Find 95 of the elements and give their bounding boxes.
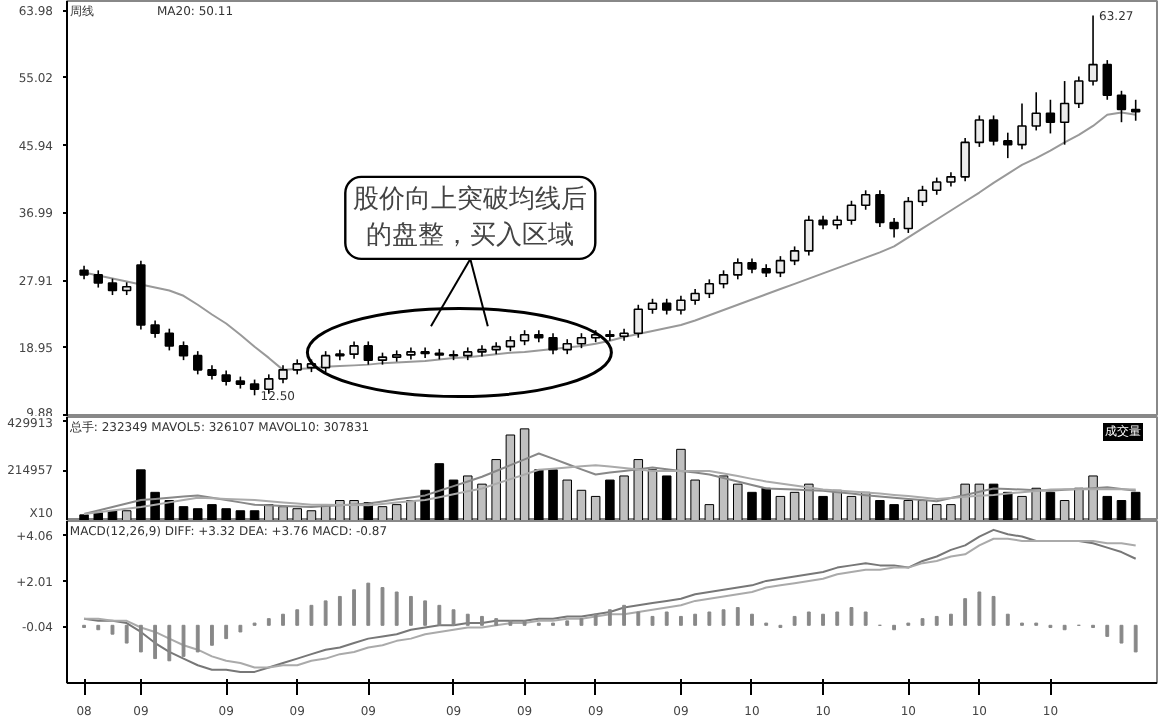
bar [704,504,715,520]
bar [548,469,558,520]
bar [1074,487,1084,520]
candlestick [1102,59,1112,101]
candlestick [960,137,970,183]
bar [519,428,530,520]
bar [264,504,274,520]
bar [221,508,231,520]
bar [292,508,302,520]
candlestick [1130,98,1141,122]
candlestick [1059,80,1070,146]
candlestick [178,340,189,361]
bar [79,514,89,520]
bar [775,495,786,520]
bar [761,487,771,520]
bar [1088,475,1098,520]
candlestick [164,327,175,352]
bar [690,479,700,520]
candlestick [917,185,928,207]
bar [278,506,288,520]
bar [1102,495,1113,520]
candlestick [733,257,743,281]
candlestick [889,217,899,239]
bar [534,469,544,520]
bar [192,508,203,520]
bar [1059,500,1070,520]
bar [391,504,402,520]
bar [733,483,743,520]
candlestick [193,350,203,376]
bar [1031,487,1041,520]
candlestick [363,340,373,366]
bar [946,504,956,520]
candlestick [1017,102,1027,150]
candlestick [1003,131,1013,159]
candlestick [633,303,643,339]
candlestick [704,278,715,299]
bar [903,500,914,520]
candlestick [804,214,814,257]
bar [917,500,928,520]
bar [789,491,800,520]
bar [875,500,885,520]
bar [207,504,217,520]
candlestick [1045,98,1056,135]
bar [178,506,189,520]
bar [718,475,729,520]
bar [661,475,672,520]
bar [1116,500,1127,520]
bar [235,510,246,520]
candlestick [1088,14,1098,87]
bar [1130,491,1141,520]
bar [377,506,388,520]
candlestick [1074,75,1084,109]
line-series [83,452,1137,516]
bar [1017,495,1027,520]
candlestick [676,294,686,316]
bar [846,495,857,520]
candlestick [320,350,331,373]
candlestick [775,255,786,278]
candlestick [264,373,274,395]
bar [477,483,487,520]
bar [462,475,473,520]
bar [306,510,317,520]
candlestick [548,332,558,355]
candlestick [860,189,871,211]
bar [676,448,686,520]
bar [590,495,601,520]
bar [931,504,942,520]
annotation: 股价向上突破均线后的盘整，买入区域 [353,184,588,251]
bar [647,469,658,520]
candlestick [1116,89,1127,124]
candlestick [903,196,914,234]
bar [136,469,146,520]
bar [619,475,629,520]
bar [605,479,615,520]
bar [434,463,445,520]
candlestick [420,346,430,359]
candlestick [875,189,885,228]
bar [747,491,757,520]
bar [818,495,828,520]
bar [562,479,572,520]
candlestick [988,114,999,147]
bar [491,459,501,520]
bar [889,504,899,520]
bar [505,434,516,520]
candlestick [974,114,985,148]
candlestick [789,245,800,266]
bar [576,489,587,520]
bar [1045,491,1056,520]
bar [121,510,132,520]
candlestick [846,199,857,226]
bar [1003,491,1013,520]
bar [93,512,104,520]
candlestick [1031,91,1041,132]
bar [633,459,644,520]
bar [249,510,260,520]
